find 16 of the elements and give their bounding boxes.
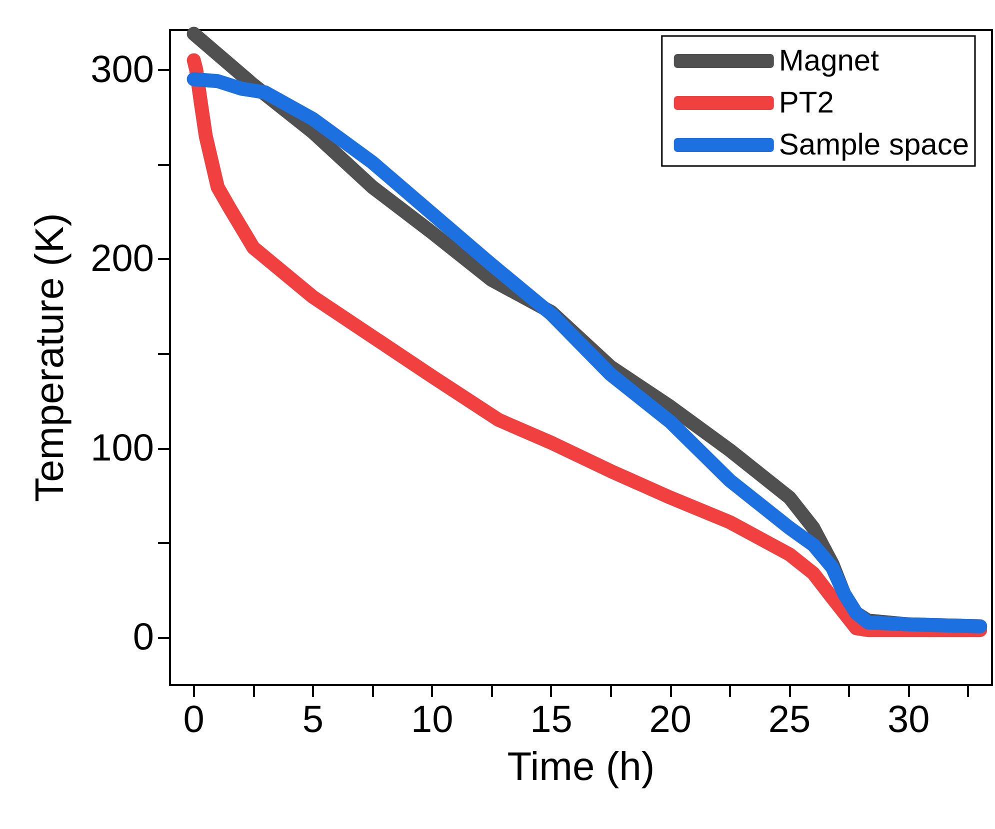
legend-label: Sample space bbox=[778, 128, 969, 162]
y-tick-label: 300 bbox=[90, 48, 154, 91]
x-tick-label: 15 bbox=[530, 699, 572, 741]
x-tick-label: 20 bbox=[649, 699, 692, 741]
y-tick-label: 0 bbox=[132, 616, 154, 659]
legend-label: PT2 bbox=[778, 86, 834, 120]
x-tick-label: 0 bbox=[183, 699, 204, 741]
legend-label: Magnet bbox=[778, 44, 880, 78]
x-tick-label: 25 bbox=[768, 699, 811, 741]
y-tick-label: 100 bbox=[90, 427, 154, 470]
x-tick-label: 10 bbox=[410, 699, 454, 741]
y-tick-label: 200 bbox=[90, 238, 154, 280]
x-tick-label: 5 bbox=[302, 699, 324, 741]
y-axis-title: Temperature (K) bbox=[28, 213, 72, 502]
x-tick-label: 30 bbox=[887, 699, 930, 741]
x-axis-title: Time (h) bbox=[507, 745, 655, 789]
